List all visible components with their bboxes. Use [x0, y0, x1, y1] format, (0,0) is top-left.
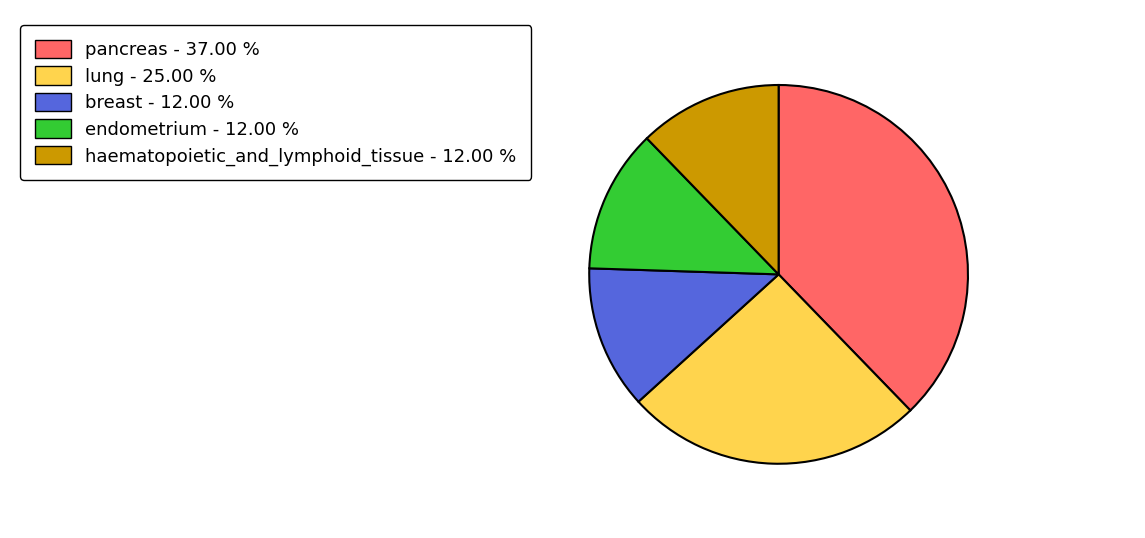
Wedge shape — [779, 85, 968, 410]
Wedge shape — [647, 85, 779, 274]
Legend: pancreas - 37.00 %, lung - 25.00 %, breast - 12.00 %, endometrium - 12.00 %, hae: pancreas - 37.00 %, lung - 25.00 %, brea… — [21, 25, 531, 180]
Wedge shape — [590, 138, 779, 274]
Wedge shape — [639, 274, 910, 464]
Wedge shape — [590, 268, 779, 402]
